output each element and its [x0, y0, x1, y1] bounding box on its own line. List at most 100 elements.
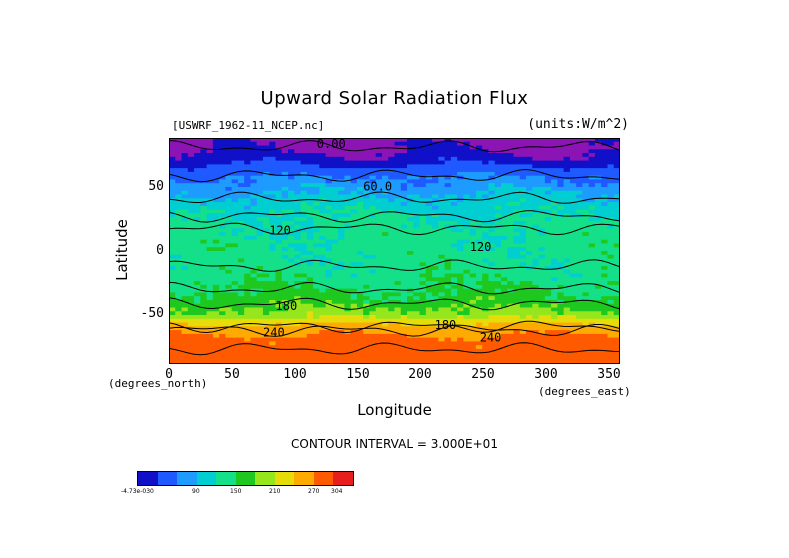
heatmap-cell — [519, 318, 527, 324]
colorbar-swatch — [216, 472, 236, 485]
heatmap-cell — [469, 217, 477, 222]
heatmap-cell — [281, 183, 289, 188]
heatmap-cell — [500, 333, 508, 339]
heatmap-cell — [350, 352, 358, 358]
heatmap-cell — [526, 360, 533, 364]
heatmap-cell — [576, 337, 584, 342]
heatmap-cell — [181, 266, 189, 271]
contour-label: 0.00 — [317, 138, 346, 151]
heatmap-cell — [432, 296, 439, 301]
heatmap-cell — [344, 262, 352, 267]
heatmap-cell — [407, 235, 414, 241]
heatmap-cell — [225, 277, 233, 282]
heatmap-cell — [457, 235, 464, 241]
heatmap-cell — [475, 322, 483, 327]
heatmap-cell — [407, 273, 414, 278]
heatmap-cell — [444, 273, 452, 278]
heatmap-cell — [300, 352, 308, 358]
heatmap-cell — [469, 239, 477, 245]
heatmap-cell — [269, 348, 277, 354]
heatmap-cell — [275, 292, 283, 297]
heatmap-cell — [237, 198, 245, 203]
heatmap-cell — [500, 281, 508, 286]
heatmap-cell — [419, 322, 427, 327]
heatmap-cell — [601, 217, 609, 222]
heatmap-cell — [288, 160, 295, 165]
heatmap-cell — [563, 145, 571, 150]
heatmap-cell — [594, 326, 602, 331]
heatmap-cell — [256, 273, 264, 278]
heatmap-cell — [288, 251, 295, 256]
heatmap-cell — [463, 186, 471, 192]
heatmap-cell — [237, 333, 245, 339]
heatmap-cell — [381, 277, 389, 282]
heatmap-cell — [538, 145, 546, 150]
heatmap-cell — [331, 352, 339, 358]
heatmap-cell — [356, 337, 364, 342]
heatmap-cell — [200, 247, 208, 252]
heatmap-cell — [425, 213, 433, 218]
heatmap-cell — [369, 164, 377, 169]
heatmap-cell — [532, 232, 540, 237]
heatmap-cell — [569, 303, 577, 309]
heatmap-cell — [488, 360, 496, 364]
heatmap-cell — [469, 228, 477, 233]
heatmap-cell — [206, 179, 214, 184]
heatmap-cell — [319, 341, 327, 346]
heatmap-cell — [594, 303, 602, 309]
heatmap-cell — [544, 333, 552, 339]
heatmap-cell — [407, 288, 414, 294]
heatmap-cell — [256, 194, 264, 199]
heatmap-cell — [288, 296, 295, 301]
heatmap-cell — [607, 149, 615, 154]
heatmap-cell — [225, 209, 233, 214]
heatmap-cell — [407, 220, 414, 226]
heatmap-cell — [582, 337, 590, 342]
heatmap-cell — [607, 273, 615, 278]
heatmap-cell — [275, 164, 283, 169]
heatmap-cell — [607, 307, 615, 312]
heatmap-cell — [300, 239, 308, 245]
heatmap-cell — [375, 360, 383, 364]
heatmap-cell — [526, 288, 533, 294]
heatmap-cell — [169, 315, 176, 320]
heatmap-cell — [569, 156, 577, 162]
heatmap-cell — [256, 277, 264, 282]
heatmap-cell — [507, 175, 515, 181]
heatmap-cell — [463, 205, 471, 211]
heatmap-cell — [175, 183, 183, 188]
heatmap-cell — [344, 299, 352, 305]
heatmap-cell — [507, 337, 515, 342]
heatmap-cell — [457, 153, 464, 158]
heatmap-cell — [569, 299, 577, 305]
heatmap-cell — [237, 345, 245, 350]
heatmap-cell — [181, 330, 189, 335]
heatmap-cell — [375, 330, 383, 335]
heatmap-cell — [256, 190, 264, 196]
heatmap-cell — [275, 190, 283, 196]
heatmap-cell — [262, 175, 270, 181]
heatmap-cell — [450, 138, 458, 143]
heatmap-cell — [469, 254, 477, 260]
heatmap-cell — [275, 205, 283, 211]
heatmap-cell — [350, 311, 358, 316]
heatmap-cell — [463, 356, 471, 361]
heatmap-cell — [544, 138, 552, 143]
heatmap-cell — [175, 232, 183, 237]
heatmap-cell — [413, 228, 421, 233]
heatmap-cell — [169, 258, 176, 263]
heatmap-cell — [500, 138, 508, 143]
heatmap-cell — [381, 247, 389, 252]
heatmap-cell — [187, 288, 195, 294]
heatmap-cell — [288, 360, 295, 364]
heatmap-cell — [338, 311, 345, 316]
heatmap-cell — [444, 360, 452, 364]
heatmap-cell — [344, 247, 352, 252]
heatmap-cell — [457, 262, 464, 267]
heatmap-cell — [576, 345, 584, 350]
heatmap-cell — [313, 202, 320, 207]
heatmap-cell — [475, 352, 483, 358]
heatmap-cell — [281, 149, 289, 154]
heatmap-cell — [294, 239, 302, 245]
heatmap-cell — [526, 186, 533, 192]
